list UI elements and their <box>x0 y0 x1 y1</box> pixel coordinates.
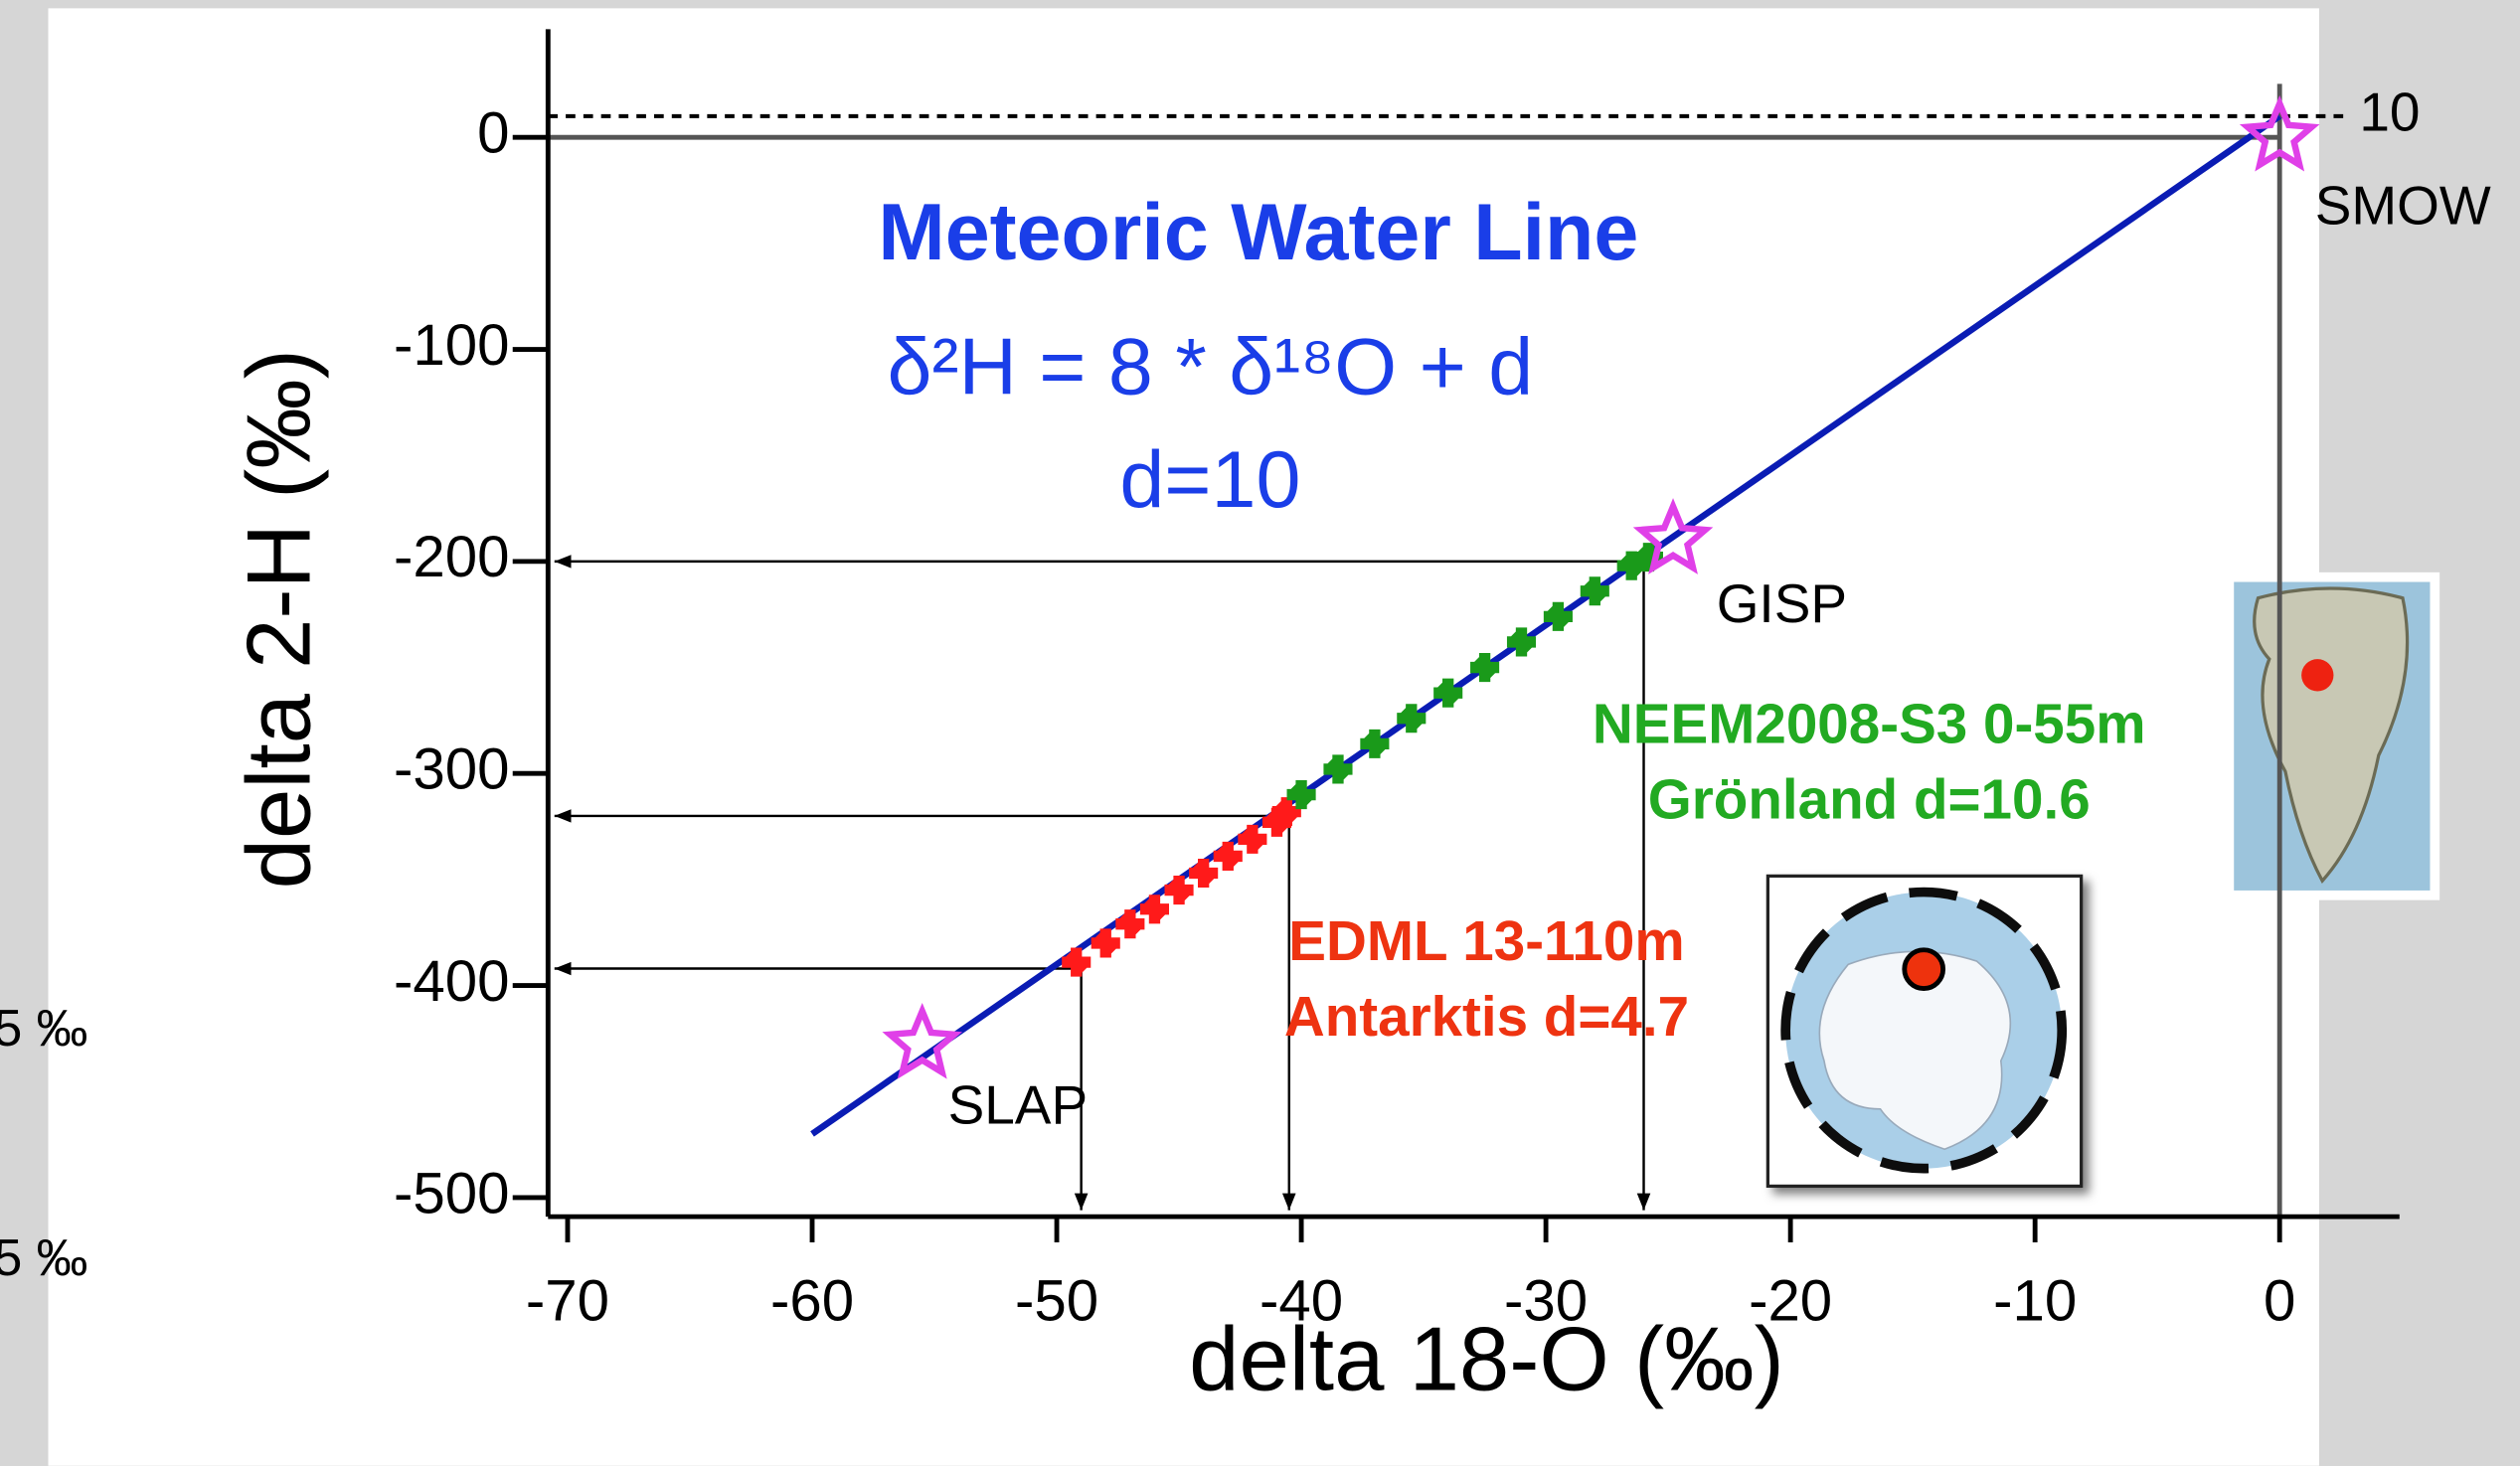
x-tick-label: -20 <box>1749 1268 1832 1333</box>
x-tick-label: -10 <box>1993 1268 2077 1333</box>
x-tick-label: -40 <box>1260 1268 1343 1333</box>
cluster-label: Grönland d=10.6 <box>1648 768 2091 831</box>
data-point <box>1091 928 1120 958</box>
standard-label: GISP <box>1717 572 1847 634</box>
data-point <box>1323 754 1353 784</box>
plot-background <box>48 8 2319 1466</box>
y-axis-label: delta 2-H (‰) <box>230 349 330 889</box>
x-tick-label: -50 <box>1015 1268 1098 1333</box>
cluster-label: EDML 13-110m <box>1288 909 1684 972</box>
data-point <box>1397 704 1427 733</box>
data-point <box>1506 627 1537 657</box>
data-point <box>1433 678 1463 708</box>
cluster-label: NEEM2008-S3 0-55m <box>1593 693 2146 755</box>
meteoric-water-line <box>810 113 2282 1137</box>
antarctica-inset <box>1765 874 2084 1189</box>
y-tick-label: -400 <box>394 949 509 1014</box>
y-tick-label: -300 <box>394 737 509 802</box>
data-point <box>1139 895 1170 924</box>
y-tick-label: 0 <box>477 101 509 166</box>
cropped-label: 5 ‰ <box>0 1228 87 1286</box>
data-point <box>1580 576 1609 606</box>
equation-note: d=10 <box>1119 435 1300 525</box>
cluster-label: Antarktis d=4.7 <box>1284 985 1689 1048</box>
data-point <box>1470 653 1500 683</box>
data-point <box>1360 729 1390 758</box>
y-tick-label: -200 <box>394 525 509 589</box>
standard-star <box>882 1002 963 1079</box>
data-point <box>1189 858 1219 889</box>
cropped-label: 5 ‰ <box>0 999 87 1057</box>
y-tick-label: -500 <box>394 1161 509 1225</box>
data-point <box>1616 551 1646 580</box>
x-tick-label: -30 <box>1504 1268 1588 1333</box>
data-point <box>1543 601 1573 631</box>
standard-star <box>1632 498 1714 574</box>
standard-star <box>2239 94 2320 172</box>
x-tick-label: -70 <box>526 1268 609 1333</box>
data-point <box>1286 780 1316 810</box>
greenland-inset <box>2230 571 2440 900</box>
y-tick-label: -100 <box>394 313 509 378</box>
standard-label: SLAP <box>948 1074 1089 1136</box>
standard-label: SMOW <box>2315 174 2491 236</box>
reference-label: 10 <box>2359 81 2420 142</box>
data-point <box>1115 909 1145 939</box>
data-point <box>1164 876 1194 905</box>
x-tick-label: -60 <box>770 1268 854 1333</box>
data-point <box>1238 824 1267 854</box>
x-tick-label: 0 <box>2264 1268 2295 1333</box>
chart-title: Meteoric Water Line <box>878 188 1638 277</box>
equation: δ²H = 8 * δ¹⁸O + d <box>888 323 1534 412</box>
data-point <box>1062 947 1092 977</box>
x-axis-label: delta 18-O (‰) <box>1189 1309 1784 1409</box>
data-point <box>1271 797 1301 827</box>
data-point <box>1213 841 1243 871</box>
